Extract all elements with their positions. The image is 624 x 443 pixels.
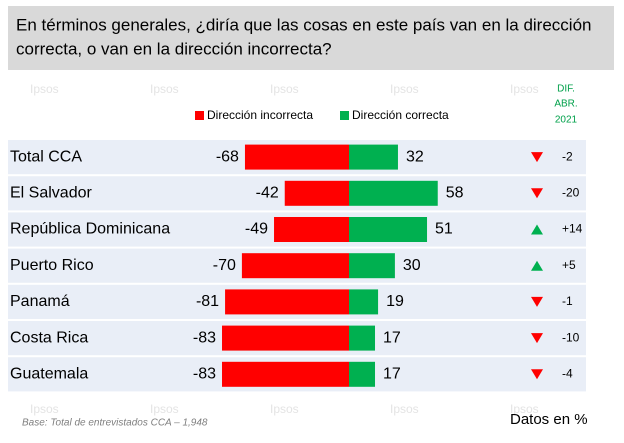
legend-swatch <box>195 111 204 120</box>
category-label: El Salvador <box>10 185 92 202</box>
watermark: Ipsos <box>30 402 59 416</box>
watermark: Ipsos <box>390 82 419 96</box>
units-note: Datos en % <box>510 411 588 428</box>
value-label: 51 <box>435 221 453 238</box>
value-label: 32 <box>406 148 424 165</box>
diff-label: +14 <box>562 222 583 236</box>
value-label: -83 <box>193 366 216 383</box>
diff-label: -10 <box>562 330 580 344</box>
value-label: -49 <box>245 221 268 238</box>
chart-title: correcta, o van en la dirección incorrec… <box>16 39 332 58</box>
watermark: Ipsos <box>270 82 299 96</box>
value-label: 17 <box>383 329 401 346</box>
bar <box>222 361 349 387</box>
diff-arrow <box>531 224 543 235</box>
category-label: Guatemala <box>10 366 88 383</box>
legend-label: Dirección correcta <box>352 108 449 122</box>
value-label: -42 <box>256 185 279 202</box>
legend-label: Dirección incorrecta <box>207 108 313 122</box>
bar <box>284 180 349 206</box>
watermark: Ipsos <box>270 402 299 416</box>
watermark: Ipsos <box>30 82 59 96</box>
category-label: Total CCA <box>10 148 82 165</box>
title-box <box>8 6 614 70</box>
watermark: Ipsos <box>150 82 179 96</box>
diff-header: DIF. <box>557 84 575 95</box>
diff-header: ABR. <box>554 99 577 110</box>
value-label: 30 <box>403 257 421 274</box>
diff-label: -4 <box>562 366 573 380</box>
value-label: -70 <box>213 257 236 274</box>
watermark: Ipsos <box>510 402 539 416</box>
value-label: -68 <box>216 148 239 165</box>
bar <box>274 217 349 242</box>
diff-label: -1 <box>562 294 573 308</box>
bar <box>244 144 349 170</box>
bar <box>349 253 395 279</box>
diff-arrow <box>531 152 543 163</box>
value-label: -81 <box>196 293 219 310</box>
bar <box>349 180 438 206</box>
bar <box>349 144 398 170</box>
chart-title: En términos generales, ¿diría que las co… <box>16 15 592 34</box>
bar <box>349 217 428 242</box>
bar <box>222 325 349 351</box>
bar <box>225 289 349 315</box>
value-label: 58 <box>446 185 464 202</box>
diff-label: -2 <box>562 149 573 163</box>
diff-arrow <box>531 369 543 380</box>
value-label: -83 <box>193 329 216 346</box>
value-label: 19 <box>386 293 404 310</box>
watermark: Ipsos <box>390 402 419 416</box>
bar <box>349 289 379 315</box>
value-label: 17 <box>383 366 401 383</box>
diff-arrow <box>531 188 543 199</box>
watermark: Ipsos <box>150 402 179 416</box>
diff-arrow <box>531 260 543 271</box>
category-label: Costa Rica <box>10 329 88 346</box>
footnote: Base: Total de entrevistados CCA – 1,948 <box>22 418 208 429</box>
legend-swatch <box>340 111 349 120</box>
watermark: Ipsos <box>510 82 539 96</box>
diff-arrow <box>531 333 543 344</box>
diff-header: 2021 <box>555 115 578 126</box>
bar <box>349 325 376 351</box>
category-label: República Dominicana <box>10 221 170 238</box>
category-label: Panamá <box>10 293 70 310</box>
bar <box>241 253 349 279</box>
category-label: Puerto Rico <box>10 257 94 274</box>
diff-arrow <box>531 296 543 307</box>
bar <box>349 361 376 387</box>
diff-label: +5 <box>562 258 576 272</box>
diff-label: -20 <box>562 185 580 199</box>
